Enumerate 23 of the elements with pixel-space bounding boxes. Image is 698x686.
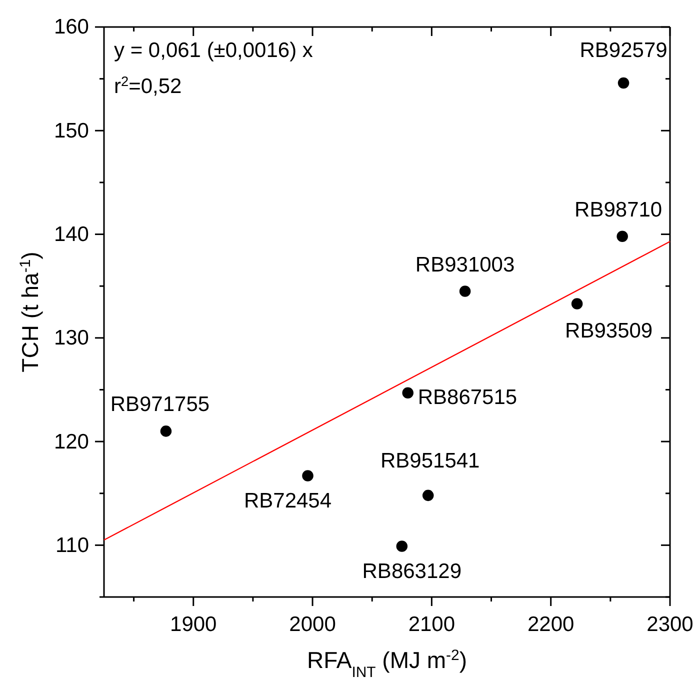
y-tick-label: 140 bbox=[54, 222, 89, 246]
annotation: r$^{2}$=0,52 bbox=[114, 74, 182, 98]
y-tick-label: 160 bbox=[54, 16, 89, 39]
y-tick-label: 120 bbox=[54, 430, 89, 454]
annotation: RB92579 bbox=[580, 38, 668, 62]
annotation: RB971755 bbox=[110, 393, 210, 416]
annotation: RB951541 bbox=[380, 449, 480, 472]
y-tick-label: 150 bbox=[54, 119, 89, 142]
y-tick-label: 110 bbox=[56, 534, 89, 557]
annotation: RB72454 bbox=[244, 490, 332, 513]
x-tick-label: 1900 bbox=[170, 612, 217, 636]
x-tick-label: 2300 bbox=[646, 612, 694, 636]
annotation: RB863129 bbox=[362, 560, 462, 584]
x-tick-label: 2200 bbox=[527, 612, 574, 636]
annotation: RB98710 bbox=[574, 198, 662, 222]
x-axis-title: RFA$_{INT}$ (MJ m$^{-2}$) bbox=[306, 646, 468, 680]
annotation: RB867515 bbox=[418, 386, 518, 409]
annotation: y = 0,061 (±0,0016) x bbox=[114, 39, 314, 62]
y-tick-label: 130 bbox=[54, 326, 89, 350]
x-tick-label: 2100 bbox=[408, 612, 456, 636]
x-tick-label: 2000 bbox=[289, 612, 336, 636]
annotation: RB93509 bbox=[565, 320, 653, 343]
annotation: RB931003 bbox=[415, 253, 515, 276]
